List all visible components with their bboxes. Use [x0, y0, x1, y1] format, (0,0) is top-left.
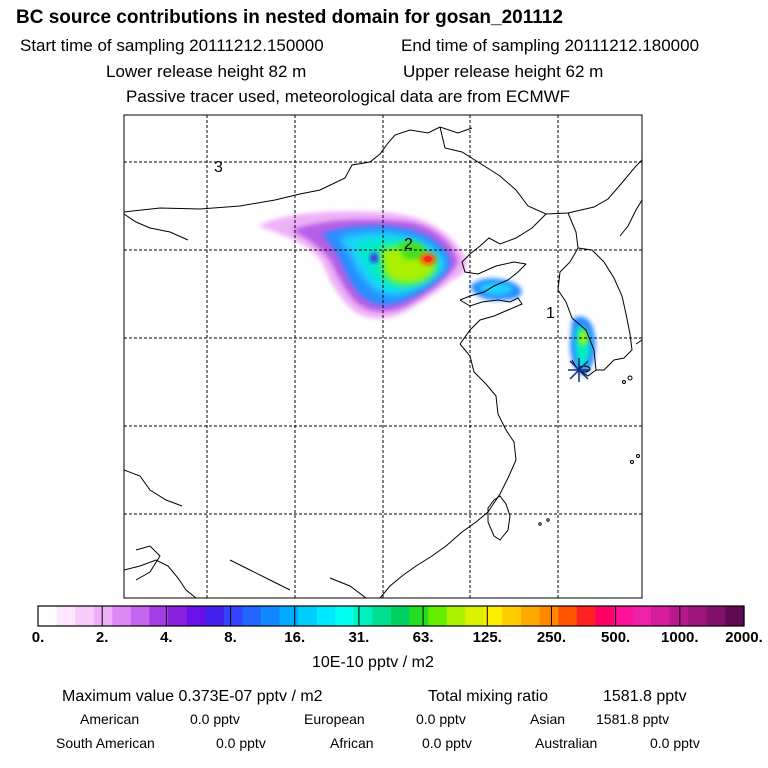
upper-release-height-label: Upper release height 62 m [403, 62, 604, 81]
colorbar-tick-label: 31. [348, 629, 370, 646]
region-value-european: 0.0 pptv [416, 711, 466, 727]
colorbar-tick-label: 16. [284, 629, 306, 646]
receptor-star-icon [568, 358, 590, 382]
tracer-note: Passive tracer used, meteorological data… [126, 87, 571, 106]
lower-release-height-label: Lower release height 82 m [106, 62, 307, 81]
colorbar-tick-label: 63. [412, 629, 434, 646]
region-name-australian: Australian [535, 735, 598, 751]
colorbar-tick-label: 8. [224, 629, 237, 646]
region-label-2: 2 [404, 236, 413, 253]
map-frame [123, 114, 643, 599]
colorbar-tick-label: 2000. [725, 629, 763, 646]
max-value-label: Maximum value 0.373E-07 pptv / m2 [62, 688, 323, 705]
colorbar-tick-label: 1000. [661, 629, 699, 646]
region-label-3: 3 [214, 159, 223, 176]
region-value-american: 0.0 pptv [190, 711, 240, 727]
colorbar-tick-label: 250. [536, 629, 567, 646]
colorbar-tick-label: 2. [95, 629, 109, 646]
colorbar-tick-label: 125. [472, 629, 502, 646]
region-value-asian: 1581.8 pptv [596, 711, 670, 727]
concentration-plume [258, 211, 596, 376]
region-label-1: 1 [546, 305, 555, 322]
region-name-european: European [304, 711, 365, 727]
colorbar-tick-label: 500. [601, 629, 631, 646]
region-name-african: African [330, 735, 374, 751]
page-title: BC source contributions in nested domain… [16, 7, 563, 28]
region-name-asian: Asian [530, 711, 566, 727]
end-time-label: End time of sampling 20111212.180000 [401, 36, 700, 55]
colorbar-units-label: 10E-10 pptv / m2 [312, 654, 434, 671]
region-value-australian: 0.0 pptv [650, 735, 700, 751]
total-mixing-ratio-label: Total mixing ratio [428, 688, 549, 705]
region-name-south-american: South American [56, 735, 155, 751]
total-mixing-ratio-value: 1581.8 pptv [603, 688, 687, 705]
region-value-african: 0.0 pptv [422, 735, 472, 751]
region-name-american: American [80, 711, 140, 727]
coastlines [124, 126, 642, 598]
colorbar-tick-label: 4. [160, 629, 173, 646]
colorbar-tick-label: 0. [31, 629, 45, 646]
start-time-label: Start time of sampling 20111212.150000 [20, 36, 324, 55]
region-value-south-american: 0.0 pptv [216, 735, 266, 751]
lat-lon-grid [124, 115, 642, 598]
